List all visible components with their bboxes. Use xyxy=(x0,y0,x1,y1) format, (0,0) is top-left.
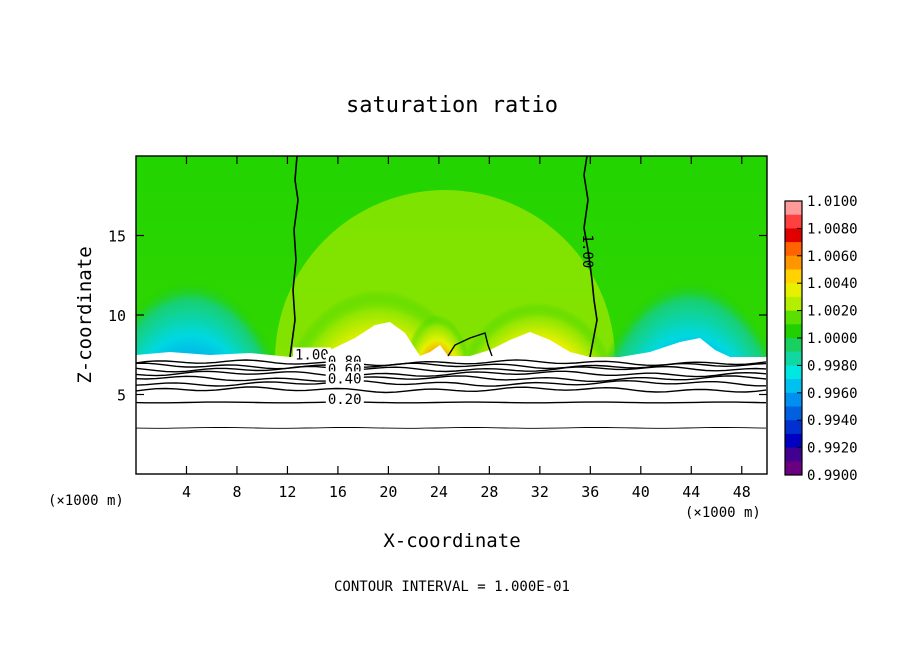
contour-line xyxy=(136,386,767,394)
contour-line xyxy=(136,365,767,373)
y-axis-label: Z-coordinate xyxy=(74,246,96,383)
x-unit-left: (×1000 m) xyxy=(48,493,124,509)
colorbar: 1.0100 1.0080 1.0060 1.0040 1.0020 1.0000 0.99… xyxy=(784,194,858,484)
x-tick-label: 44 xyxy=(682,483,700,501)
colorbar-swatch xyxy=(785,269,802,284)
contour-lines xyxy=(136,359,767,429)
x-tick-label: 28 xyxy=(480,483,498,501)
colorbar-swatch xyxy=(785,283,802,298)
x-axis: 4 8 12 16 20 24 28 32 36 40 44 48 xyxy=(182,156,751,501)
x-tick-label: 36 xyxy=(581,483,599,501)
x-axis-label: X-coordinate xyxy=(383,530,520,552)
colorbar-swatch xyxy=(785,351,802,366)
colorbar-swatch xyxy=(785,242,802,257)
contour-line xyxy=(136,370,767,378)
x-tick-label: 16 xyxy=(329,483,347,501)
x-tick-label: 4 xyxy=(182,483,191,501)
colorbar-swatch xyxy=(785,338,802,353)
colorbar-swatch xyxy=(785,447,802,462)
colorbar-swatch xyxy=(785,310,802,325)
colorbar-label: 1.0100 xyxy=(807,194,858,210)
contour-label: 0.40 xyxy=(328,371,362,387)
colorbar-label: 0.9960 xyxy=(807,386,858,402)
colorbar-label: 1.0020 xyxy=(807,304,858,320)
colorbar-swatch xyxy=(785,296,802,312)
x-tick-label: 20 xyxy=(379,483,397,501)
y-tick-label: 5 xyxy=(117,387,126,405)
x-tick-label: 12 xyxy=(278,483,296,501)
y-tick-label: 15 xyxy=(108,228,126,246)
contour-line xyxy=(136,379,766,387)
x-tick-label: 40 xyxy=(632,483,650,501)
colorbar-label: 1.0080 xyxy=(807,221,858,237)
contour-interval-note: CONTOUR INTERVAL = 1.000E-01 xyxy=(334,579,570,595)
colorbar-label: 0.9940 xyxy=(807,413,858,429)
colorbar-label: 1.0040 xyxy=(807,276,858,292)
colorbar-label: 0.9980 xyxy=(807,358,858,374)
contour-line-right xyxy=(583,156,598,358)
contour-line xyxy=(136,375,767,383)
colorbar-swatch xyxy=(785,201,802,216)
y-tick-label: 10 xyxy=(108,307,126,325)
contour-label-bg xyxy=(325,392,364,407)
colorbar-swatch xyxy=(785,406,802,421)
contour-label-bg xyxy=(293,347,332,362)
contour-line xyxy=(136,401,767,404)
contour-line xyxy=(136,362,767,370)
x-tick-label: 32 xyxy=(531,483,549,501)
contour-line xyxy=(136,427,767,429)
x-tick-label: 8 xyxy=(232,483,241,501)
colorbar-swatch xyxy=(785,228,802,243)
contour-line-inner xyxy=(447,332,493,357)
colorbar-swatch xyxy=(785,392,802,407)
colorbar-swatch xyxy=(785,379,802,394)
colorbar-label: 1.0000 xyxy=(807,331,858,347)
contour-line-left xyxy=(289,156,299,358)
contour-label: 0.20 xyxy=(328,392,362,408)
x-tick-label: 24 xyxy=(430,483,448,501)
chart-title: saturation ratio xyxy=(346,93,558,118)
contour-label-bg xyxy=(325,371,364,386)
colorbar-swatch xyxy=(785,255,802,270)
colorbar-label: 0.9920 xyxy=(807,441,858,457)
contour-label: 1.00 xyxy=(579,235,595,269)
colorbar-swatch xyxy=(785,324,802,339)
colorbar-swatch xyxy=(785,365,802,380)
colorbar-swatch xyxy=(785,461,802,476)
colorbar-label: 1.0060 xyxy=(807,249,858,265)
x-unit-right: (×1000 m) xyxy=(685,505,761,521)
y-axis: 5 10 15 xyxy=(108,228,767,405)
colorbar-swatch xyxy=(785,214,802,229)
colorbar-swatch xyxy=(785,420,802,435)
colorbar-label: 0.9900 xyxy=(807,468,858,484)
colorbar-swatch xyxy=(785,433,802,449)
x-tick-label: 48 xyxy=(733,483,751,501)
contour-label: 1.00 xyxy=(295,348,329,364)
contour-labels: 1.001.000.800.600.400.20 xyxy=(293,235,595,408)
